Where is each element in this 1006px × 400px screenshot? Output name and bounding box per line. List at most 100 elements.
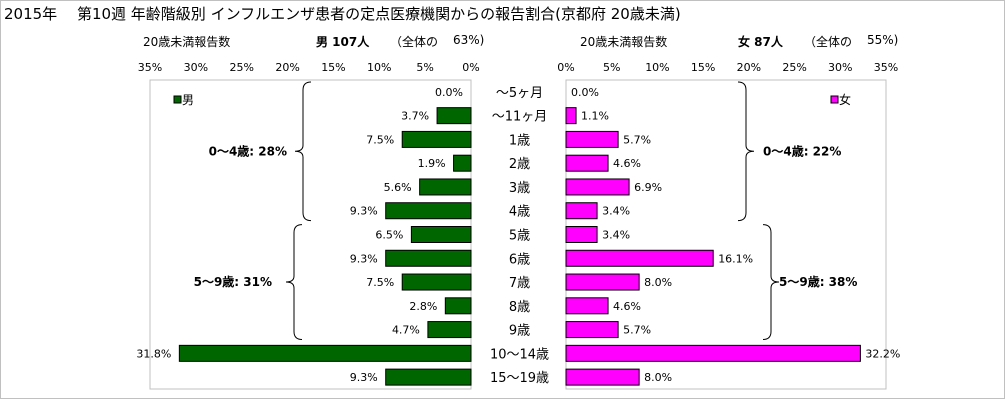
female-count-main: 女 87人 bbox=[738, 35, 783, 49]
female-bar bbox=[565, 368, 640, 386]
female-data-label: 3.4% bbox=[602, 205, 630, 218]
female-data-label: 32.2% bbox=[865, 347, 900, 360]
male-bar bbox=[419, 178, 472, 196]
category-label: 1歳 bbox=[509, 133, 530, 148]
female-data-label: 5.7% bbox=[623, 133, 651, 146]
male-data-label: 9.3% bbox=[350, 252, 378, 265]
chart-title: 2015年 第10週 年齢階級別 インフルエンザ患者の定点医療機関からの報告割合… bbox=[4, 5, 681, 23]
male-data-label: 3.7% bbox=[401, 110, 429, 123]
male-5-9-bracket bbox=[285, 224, 303, 340]
male-bar bbox=[444, 297, 472, 315]
category-label: 9歳 bbox=[509, 324, 530, 339]
female-axis-tick: 15% bbox=[691, 61, 715, 74]
male-axis-tick: 0% bbox=[462, 61, 479, 74]
female-data-label: 4.6% bbox=[613, 300, 641, 313]
male-data-label: 31.8% bbox=[136, 347, 171, 360]
female-axis-tick: 35% bbox=[874, 61, 898, 74]
male-axis-tick: 5% bbox=[416, 61, 433, 74]
category-label: 4歳 bbox=[509, 205, 530, 220]
male-axis-tick: 35% bbox=[138, 61, 162, 74]
female-data-label: 8.0% bbox=[644, 276, 672, 289]
male-bar bbox=[385, 368, 472, 386]
male-data-label: 6.5% bbox=[375, 229, 403, 242]
female-bar bbox=[565, 130, 619, 148]
female-data-label: 5.7% bbox=[623, 324, 651, 337]
female-data-label: 3.4% bbox=[602, 229, 630, 242]
male-0-4-annotation: 0～4歳: 28% bbox=[209, 143, 287, 158]
female-axis-tick: 10% bbox=[645, 61, 669, 74]
female-bar bbox=[565, 226, 598, 243]
male-legend-swatch bbox=[173, 95, 182, 104]
female-axis-tick: 30% bbox=[828, 61, 852, 74]
category-label: 6歳 bbox=[509, 252, 530, 267]
male-axis-tick: 25% bbox=[229, 61, 253, 74]
female-data-label: 8.0% bbox=[644, 371, 672, 384]
male-axis-tick: 15% bbox=[321, 61, 345, 74]
female-bar bbox=[565, 249, 714, 267]
female-bar bbox=[565, 107, 577, 125]
male-0-4-bracket bbox=[294, 81, 312, 222]
female-legend-label: 女 bbox=[839, 92, 851, 107]
female-plot-area bbox=[565, 79, 887, 390]
male-bar bbox=[401, 273, 472, 291]
male-bar bbox=[453, 154, 472, 172]
male-data-label: 0.0% bbox=[435, 86, 463, 99]
male-axis-tick: 20% bbox=[275, 61, 299, 74]
female-legend-swatch bbox=[830, 95, 839, 104]
male-bar bbox=[410, 226, 472, 243]
female-axis-tick: 0% bbox=[557, 61, 574, 74]
female-total-label: （全体の bbox=[804, 35, 853, 49]
category-label: 2歳 bbox=[509, 157, 530, 172]
female-data-label: 6.9% bbox=[634, 181, 662, 194]
category-label: 5歳 bbox=[509, 229, 530, 244]
female-0-4-annotation: 0～4歳: 22% bbox=[763, 143, 841, 158]
female-bar bbox=[565, 321, 619, 339]
female-0-4-bracket bbox=[737, 81, 755, 222]
male-bar bbox=[436, 107, 472, 125]
male-bar bbox=[385, 202, 472, 220]
female-axis-tick: 5% bbox=[603, 61, 620, 74]
male-data-label: 9.3% bbox=[350, 371, 378, 384]
male-axis-tick: 30% bbox=[184, 61, 208, 74]
female-count-label: 20歳未満報告数 bbox=[580, 35, 668, 49]
female-axis-tick: 25% bbox=[782, 61, 806, 74]
male-data-label: 5.6% bbox=[384, 181, 412, 194]
male-axis-tick: 10% bbox=[367, 61, 391, 74]
category-label: 7歳 bbox=[509, 276, 530, 291]
category-label: 10～14歳 bbox=[490, 347, 549, 362]
female-bar bbox=[565, 154, 609, 172]
male-total-pct: 63%) bbox=[453, 33, 485, 47]
male-bar bbox=[385, 249, 472, 267]
female-data-label: 16.1% bbox=[718, 252, 753, 265]
female-bar bbox=[565, 344, 861, 362]
male-bar bbox=[401, 130, 472, 148]
male-count-label: 20歳未満報告数 bbox=[143, 35, 231, 49]
female-bar bbox=[565, 297, 609, 315]
female-5-9-annotation: 5～9歳: 38% bbox=[779, 274, 857, 289]
female-bar bbox=[565, 202, 598, 220]
female-total-pct: 55%) bbox=[867, 33, 899, 47]
category-label: 3歳 bbox=[509, 181, 530, 196]
male-count-main: 男 107人 bbox=[316, 35, 370, 49]
male-data-label: 7.5% bbox=[366, 133, 394, 146]
category-label: 8歳 bbox=[509, 300, 530, 315]
female-axis-tick: 20% bbox=[737, 61, 761, 74]
male-legend-label: 男 bbox=[182, 93, 194, 107]
male-bar bbox=[427, 321, 472, 339]
male-data-label: 9.3% bbox=[350, 205, 378, 218]
female-5-9-bracket bbox=[762, 224, 780, 340]
category-label: ～5ヶ月 bbox=[496, 86, 543, 101]
category-label: ～11ヶ月 bbox=[492, 110, 548, 125]
male-data-label: 4.7% bbox=[392, 324, 420, 337]
female-bar bbox=[565, 178, 630, 196]
female-bar bbox=[565, 273, 640, 291]
male-5-9-annotation: 5～9歳: 31% bbox=[194, 274, 272, 289]
category-label: 15～19歳 bbox=[490, 371, 549, 386]
male-total-label: （全体の bbox=[390, 35, 439, 49]
female-data-label: 1.1% bbox=[581, 110, 609, 123]
male-data-label: 1.9% bbox=[418, 157, 446, 170]
female-data-label: 4.6% bbox=[613, 157, 641, 170]
female-data-label: 0.0% bbox=[571, 86, 599, 99]
